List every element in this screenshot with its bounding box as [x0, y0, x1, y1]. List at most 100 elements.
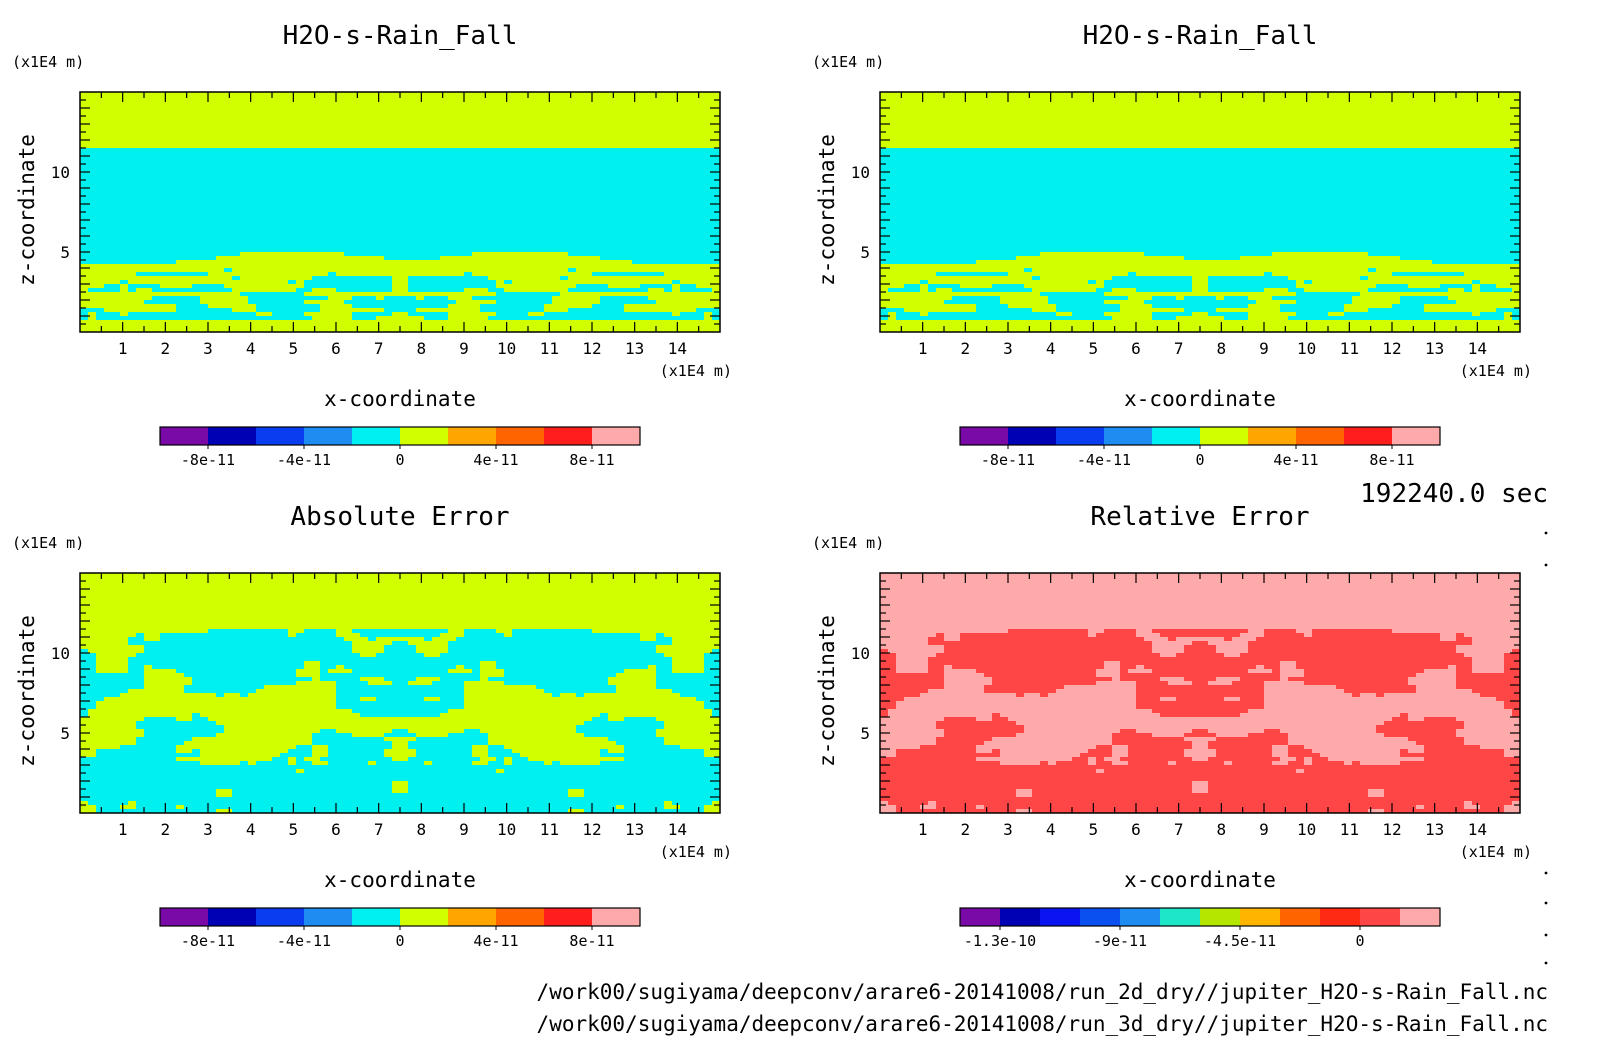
field-cell [104, 296, 113, 301]
field-cell [160, 176, 169, 181]
field-cell [664, 148, 673, 153]
field-cell [96, 280, 105, 285]
field-cell [512, 252, 521, 257]
field-cell [352, 192, 361, 197]
field-cell [640, 168, 649, 173]
field-cell [136, 268, 145, 273]
field-cell [144, 232, 153, 237]
field-cell [432, 92, 441, 97]
field-cell [152, 316, 161, 321]
field-cell [184, 272, 193, 277]
field-cell [584, 140, 593, 145]
field-cell [552, 228, 561, 233]
field-cell [440, 260, 449, 265]
field-cell [704, 260, 713, 265]
field-cell [272, 124, 281, 129]
field-cell [592, 144, 601, 149]
field-cell [504, 256, 513, 261]
field-cell [168, 328, 177, 332]
field-cell [648, 116, 657, 121]
field-cell [312, 228, 321, 233]
field-cell [208, 292, 217, 297]
field-cell [672, 296, 681, 301]
field-cell [256, 208, 265, 213]
field-cell [256, 224, 265, 229]
field-cell [336, 144, 345, 149]
field-cell [160, 244, 169, 249]
field-cell [112, 176, 121, 181]
field-cell [224, 136, 233, 141]
field-cell [232, 156, 241, 161]
field-cell [192, 184, 201, 189]
field-cell [320, 300, 329, 305]
field-cell [120, 304, 129, 309]
field-cell [304, 116, 313, 121]
field-cell [608, 92, 617, 97]
field-cell [368, 280, 377, 285]
field-cell [304, 152, 313, 157]
field-cell [328, 124, 337, 129]
field-cell [688, 236, 697, 241]
field-cell [672, 216, 681, 221]
field-cell [392, 92, 401, 97]
field-cell [208, 108, 217, 113]
field-cell [232, 104, 241, 109]
field-cell [696, 316, 705, 321]
field-cell [368, 208, 377, 213]
field-cell [496, 300, 505, 305]
field-cell [232, 92, 241, 97]
field-cell [672, 316, 681, 321]
field-cell [112, 284, 121, 289]
field-cell [696, 280, 705, 285]
field-cell [304, 144, 313, 149]
field-cell [696, 104, 705, 109]
field-cell [184, 292, 193, 297]
field-cell [384, 136, 393, 141]
field-cell [304, 164, 313, 169]
field-cell [688, 296, 697, 301]
field-cell [400, 100, 409, 105]
field-cell [624, 184, 633, 189]
field-cell [200, 272, 209, 277]
field-cell [144, 196, 153, 201]
field-cell [288, 252, 297, 257]
field-cell [448, 324, 457, 329]
field-cell [632, 248, 641, 253]
field-cell [656, 296, 665, 301]
field-cell [704, 220, 713, 225]
field-cell [232, 96, 241, 101]
field-cell [600, 132, 609, 137]
field-cell [336, 216, 345, 221]
field-cell [240, 256, 249, 261]
field-cell [528, 284, 537, 289]
field-cell [416, 160, 425, 165]
field-cell [528, 308, 537, 313]
field-cell [400, 208, 409, 213]
field-cell [248, 176, 257, 181]
field-cell [448, 124, 457, 129]
field-cell [296, 232, 305, 237]
field-cell [184, 92, 193, 97]
field-cell [304, 108, 313, 113]
field-cell [464, 196, 473, 201]
field-cell [480, 140, 489, 145]
field-cell [464, 264, 473, 269]
field-cell [200, 168, 209, 173]
field-cell [96, 164, 105, 169]
field-cell [216, 268, 225, 273]
field-cell [616, 320, 625, 325]
field-cell [144, 180, 153, 185]
field-cell [80, 108, 89, 113]
field-cell [552, 204, 561, 209]
field-cell [392, 224, 401, 229]
field-cell [248, 260, 257, 265]
field-cell [248, 292, 257, 297]
field-cell [320, 120, 329, 125]
field-cell [384, 112, 393, 117]
field-cell [320, 144, 329, 149]
field-cell [448, 92, 457, 97]
field-cell [248, 288, 257, 293]
field-cell [104, 148, 113, 153]
field-cell [160, 152, 169, 157]
field-cell [272, 328, 281, 332]
